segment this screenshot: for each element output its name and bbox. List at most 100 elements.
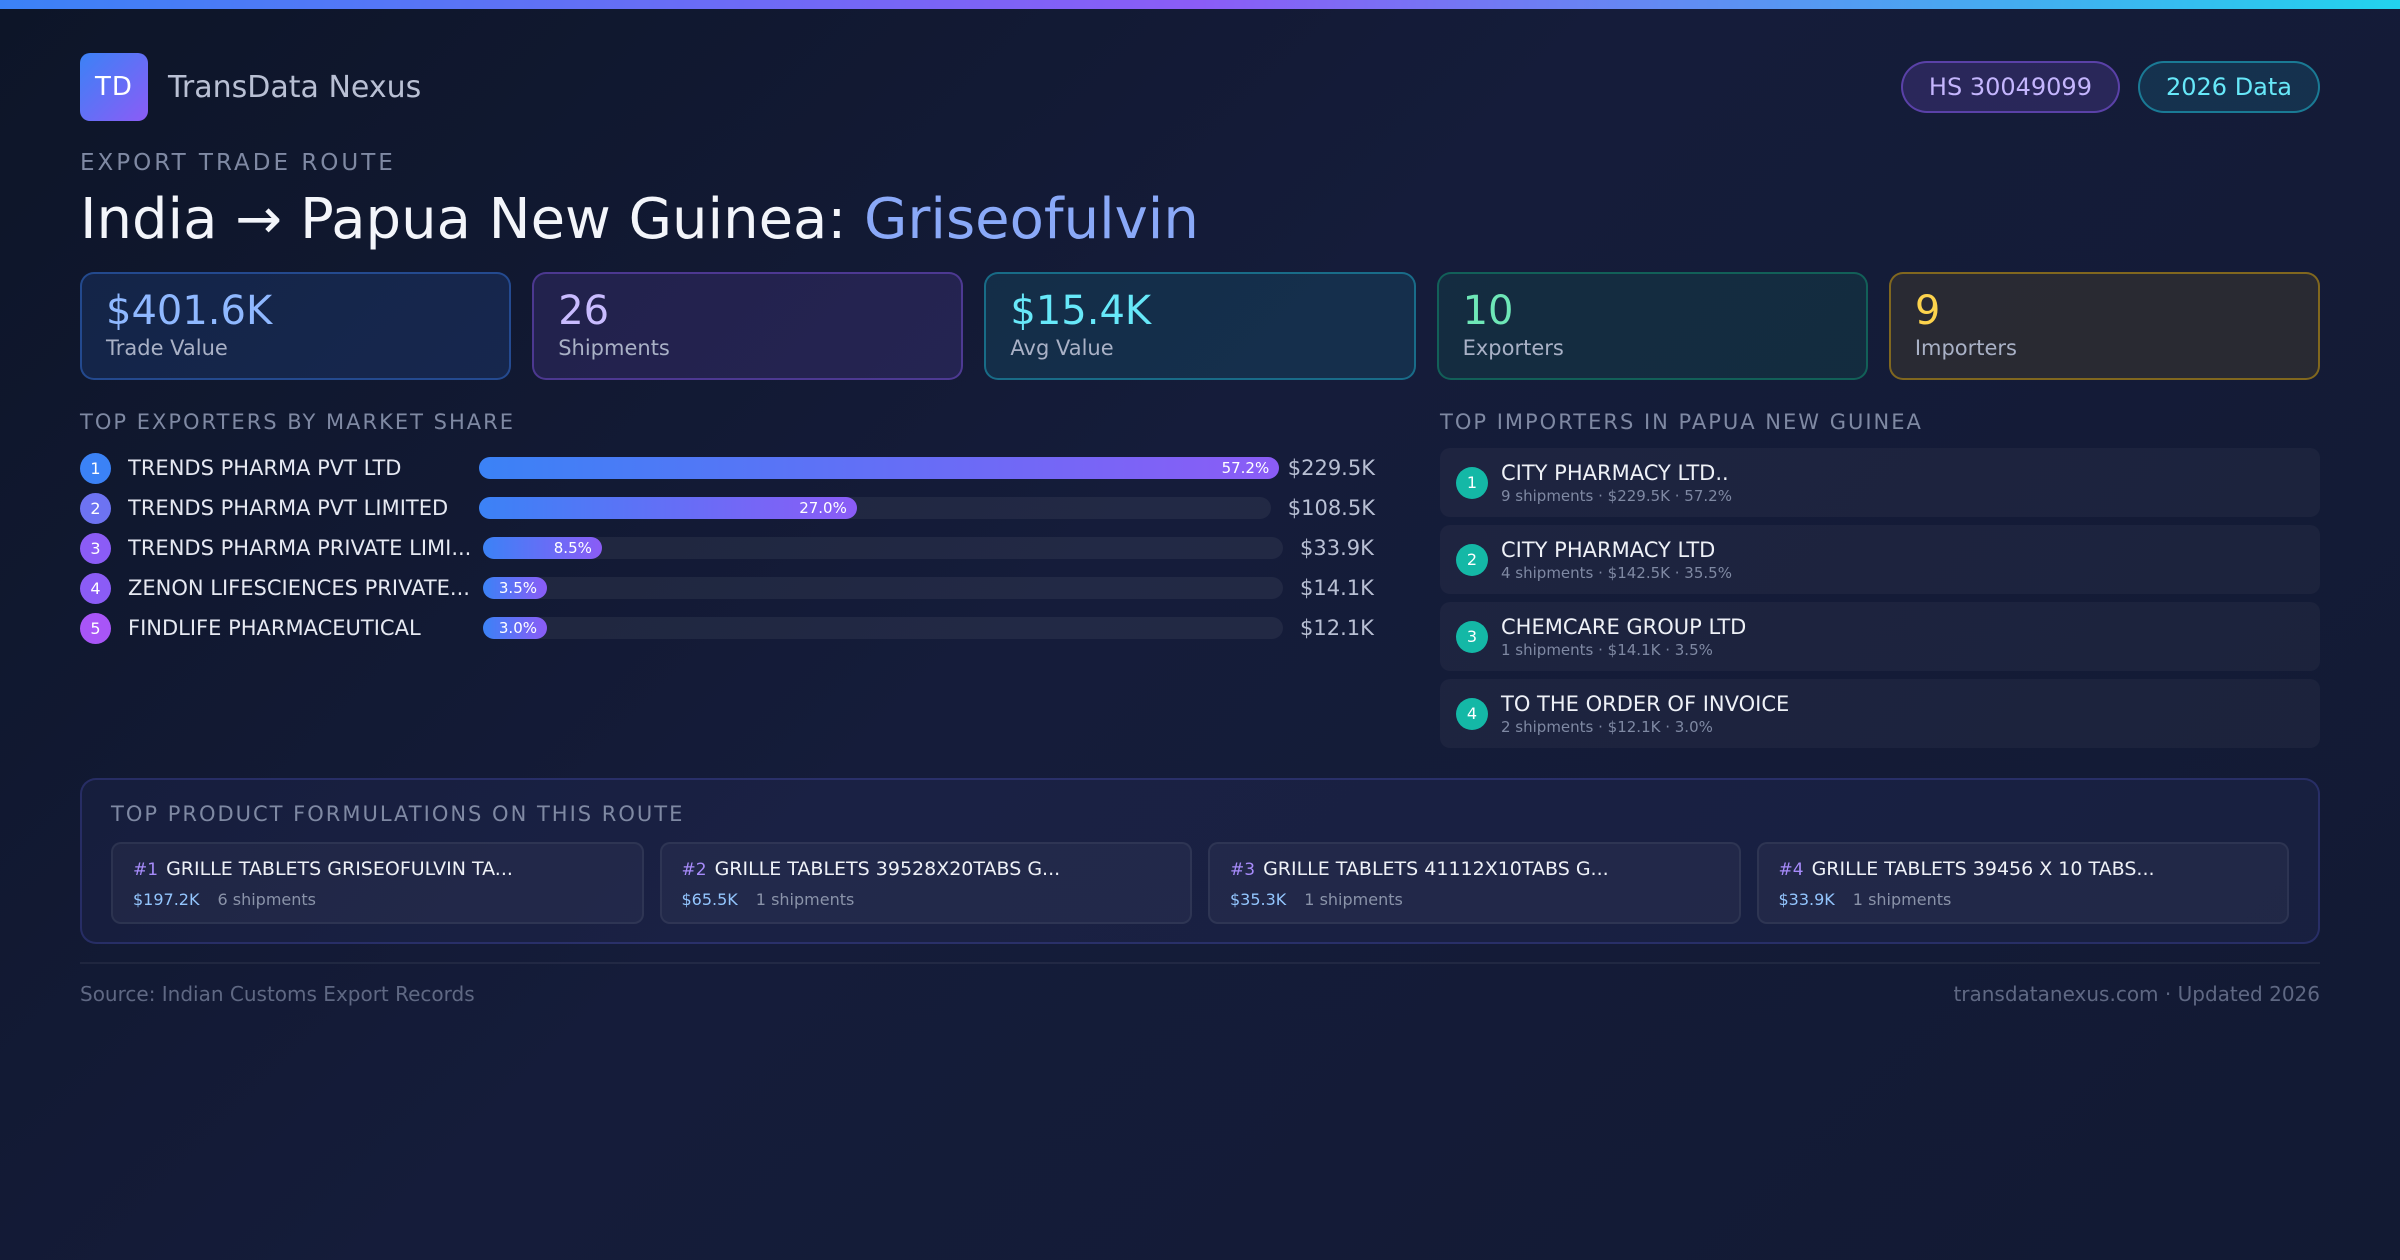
share-bar-track: 8.5% — [483, 537, 1283, 560]
formulation-value: $197.2K — [133, 890, 200, 910]
exporters-list: 1 TRENDS PHARMA PVT LTD 57.2% $229.5K 2 TREND… — [80, 448, 1375, 648]
importer-meta: 1 shipments · $14.1K · 3.5% — [1501, 640, 1713, 659]
share-bar-fill: 57.2% — [479, 457, 1280, 480]
importer-card[interactable]: 3 CHEMCARE GROUP LTD 1 shipments · $14.1K … — [1440, 602, 2320, 672]
share-bar-fill: 3.0% — [483, 617, 547, 640]
formulation-rank: #4 — [1778, 860, 1804, 881]
exporter-rank-badge: 2 — [80, 492, 111, 524]
hs-code-badge: HS 30049099 — [1900, 61, 2120, 113]
exporter-name: TRENDS PHARMA PRIVATE LIMI... — [128, 536, 472, 561]
importer-text: CHEMCARE GROUP LTD 1 shipments · $14.1K ·… — [1501, 615, 1746, 659]
formulation-value: $65.5K — [681, 890, 738, 910]
formulation-shipments: 1 shipments — [755, 890, 855, 910]
importers-list: 1 CITY PHARMACY LTD.. 9 shipments · $229.5… — [1440, 448, 2320, 749]
header: TD TransData Nexus HS 30049099 2026 Data — [80, 52, 2320, 122]
stat-value: 9 — [1914, 288, 1941, 335]
footer-source: Source: Indian Customs Export Records — [80, 982, 475, 1007]
stat-value: 10 — [1462, 288, 1514, 335]
importer-text: CITY PHARMACY LTD 4 shipments · $142.5K ·… — [1501, 538, 1732, 582]
importer-meta: 4 shipments · $142.5K · 35.5% — [1501, 563, 1732, 582]
stat-value: $15.4K — [1010, 288, 1152, 335]
exporter-value: $108.5K — [1287, 496, 1375, 521]
stat-label: Trade Value — [106, 336, 228, 361]
importer-text: TO THE ORDER OF INVOICE 2 shipments · $12… — [1501, 692, 1789, 736]
brand-name: TransData Nexus — [168, 69, 422, 105]
route-label: EXPORT TRADE ROUTE — [80, 150, 396, 176]
formulation-title: #2 GRILLE TABLETS 39528X20TABS G... — [682, 858, 1171, 880]
share-bar-fill: 27.0% — [479, 497, 857, 520]
page-title: India → Papua New Guinea: Griseofulvin — [80, 187, 2320, 252]
stat-label: Avg Value — [1010, 336, 1114, 361]
importers-title: TOP IMPORTERS IN PAPUA NEW GUINEA — [1440, 410, 1923, 435]
brand[interactable]: TD TransData Nexus — [80, 53, 421, 121]
formulation-card[interactable]: #1 GRILLE TABLETS GRISEOFULVIN TA... $197.… — [111, 842, 644, 925]
exporter-rank-badge: 4 — [80, 572, 111, 604]
importer-text: CITY PHARMACY LTD.. 9 shipments · $229.5K… — [1501, 461, 1732, 505]
exporter-rank-badge: 1 — [80, 452, 111, 484]
formulation-value: $35.3K — [1230, 890, 1287, 910]
importer-card[interactable]: 2 CITY PHARMACY LTD 4 shipments · $142.5K … — [1440, 525, 2320, 595]
stats-row: $401.6K Trade Value 26 Shipments $15.4K … — [80, 272, 2321, 381]
formulation-rank: #2 — [681, 860, 707, 881]
importer-card[interactable]: 4 TO THE ORDER OF INVOICE 2 shipments · $1… — [1440, 679, 2320, 749]
exporters-title: TOP EXPORTERS BY MARKET SHARE — [80, 410, 516, 435]
exporter-value: $229.5K — [1287, 456, 1375, 481]
formulation-title: #3 GRILLE TABLETS 41112X10TABS G... — [1230, 858, 1719, 880]
share-bar-track: 3.5% — [483, 577, 1283, 600]
share-bar-track: 27.0% — [479, 497, 1271, 520]
exporter-row[interactable]: 3 TRENDS PHARMA PRIVATE LIMI... 8.5% $33.9K — [80, 528, 1375, 568]
stat-shipments: 26 Shipments — [532, 272, 964, 381]
formulation-meta: $65.5K 1 shipments — [682, 890, 1171, 909]
formulation-card[interactable]: #4 GRILLE TABLETS 39456 X 10 TABS... $33.9… — [1756, 842, 2289, 925]
footer: Source: Indian Customs Export Records tr… — [80, 982, 2320, 1006]
formulation-rank: #3 — [1230, 860, 1256, 881]
exporters-section: TOP EXPORTERS BY MARKET SHARE 1 TRENDS PH… — [80, 410, 1375, 756]
formulations-title: TOP PRODUCT FORMULATIONS ON THIS ROUTE — [111, 802, 685, 827]
formulation-rank: #1 — [133, 860, 159, 881]
importer-rank-badge: 4 — [1456, 697, 1488, 730]
exporter-value: $14.1K — [1300, 576, 1374, 601]
share-bar-track: 3.0% — [483, 617, 1283, 640]
exporter-name: ZENON LIFESCIENCES PRIVATE... — [128, 576, 470, 601]
formulation-name: GRILLE TABLETS GRISEOFULVIN TA... — [166, 858, 513, 881]
stat-trade-value: $401.6K Trade Value — [80, 272, 512, 381]
top-accent-bar — [0, 0, 2400, 9]
formulation-title: #1 GRILLE TABLETS GRISEOFULVIN TA... — [133, 858, 622, 880]
exporter-row[interactable]: 4 ZENON LIFESCIENCES PRIVATE... 3.5% $14.1K — [80, 568, 1375, 608]
stat-importers: 9 Importers — [1888, 272, 2321, 381]
stat-label: Shipments — [558, 336, 670, 361]
share-bar-fill: 8.5% — [483, 537, 602, 560]
exporter-row[interactable]: 1 TRENDS PHARMA PVT LTD 57.2% $229.5K — [80, 448, 1375, 488]
formulation-card[interactable]: #3 GRILLE TABLETS 41112X10TABS G... $35.3K… — [1208, 842, 1741, 925]
formulation-name: GRILLE TABLETS 39528X20TABS G... — [714, 858, 1061, 881]
exporter-row[interactable]: 5 FINDLIFE PHARMACEUTICAL 3.0% $12.1K — [80, 608, 1375, 648]
product-name: Griseofulvin — [864, 187, 1199, 252]
exporter-name: TRENDS PHARMA PVT LTD — [128, 456, 402, 481]
formulation-title: #4 GRILLE TABLETS 39456 X 10 TABS... — [1779, 858, 2268, 880]
formulation-meta: $35.3K 1 shipments — [1230, 890, 1719, 909]
route-title: India → Papua New Guinea: — [80, 187, 864, 252]
importer-meta: 9 shipments · $229.5K · 57.2% — [1501, 486, 1732, 505]
page: TD TransData Nexus HS 30049099 2026 Data… — [80, 52, 2321, 1006]
stat-label: Exporters — [1462, 336, 1564, 361]
header-badges: HS 30049099 2026 Data — [1900, 61, 2320, 113]
importer-rank-badge: 2 — [1456, 543, 1488, 576]
formulations-grid: #1 GRILLE TABLETS GRISEOFULVIN TA... $197.… — [111, 842, 2289, 925]
stat-avg-value: $15.4K Avg Value — [984, 272, 1416, 381]
importer-name: CITY PHARMACY LTD — [1501, 537, 1716, 562]
formulation-shipments: 6 shipments — [217, 890, 317, 910]
formulation-name: GRILLE TABLETS 39456 X 10 TABS... — [1811, 858, 2155, 881]
importer-card[interactable]: 1 CITY PHARMACY LTD.. 9 shipments · $229.5… — [1440, 448, 2320, 518]
formulation-card[interactable]: #2 GRILLE TABLETS 39528X20TABS G... $65.5K… — [659, 842, 1192, 925]
exporter-row[interactable]: 2 TRENDS PHARMA PVT LIMITED 27.0% $108.5K — [80, 488, 1375, 528]
exporter-value: $12.1K — [1300, 616, 1374, 641]
stat-value: 26 — [558, 288, 610, 335]
importer-rank-badge: 1 — [1456, 466, 1488, 499]
exporter-value: $33.9K — [1300, 536, 1374, 561]
exporter-name: TRENDS PHARMA PVT LIMITED — [128, 496, 449, 521]
importer-name: CITY PHARMACY LTD.. — [1501, 460, 1729, 485]
formulation-meta: $197.2K 6 shipments — [133, 890, 622, 909]
footer-site-link[interactable]: transdatanexus.com · Updated 2026 — [1953, 982, 2320, 1007]
stat-value: $401.6K — [106, 288, 273, 335]
importer-rank-badge: 3 — [1456, 620, 1488, 653]
